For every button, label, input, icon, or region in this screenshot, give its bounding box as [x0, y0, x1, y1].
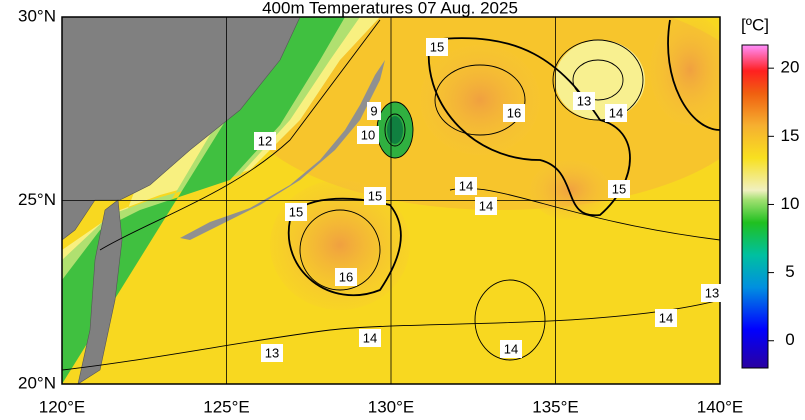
- contour-label: 14: [504, 341, 518, 356]
- contour-label-box: [357, 126, 379, 144]
- contour-label-box: [364, 187, 386, 205]
- contour-label-box: [426, 38, 448, 56]
- lon-tick-label: 130°E: [368, 397, 415, 416]
- contour-label: 12: [258, 133, 272, 148]
- contour-label-box: [335, 268, 357, 286]
- colorbar-tick-label: 15: [781, 126, 800, 145]
- contour-label-box: [573, 92, 595, 110]
- lat-tick-label: 30°N: [18, 6, 56, 25]
- lon-tick-label: 140°E: [697, 397, 744, 416]
- contour-label: 9: [370, 103, 377, 118]
- lon-tick-label: 125°E: [203, 397, 250, 416]
- contour-label: 14: [609, 105, 623, 120]
- grid: [62, 17, 720, 384]
- contour-label: 14: [459, 178, 473, 193]
- contour-label: 15: [430, 39, 444, 54]
- contour-label-box: [455, 177, 477, 195]
- contour-label: 16: [507, 105, 521, 120]
- contour-label: 13: [577, 93, 591, 108]
- contour-label: 15: [612, 181, 626, 196]
- contour-label-box: [475, 197, 497, 215]
- contour-label: 14: [363, 330, 377, 345]
- lon-tick-label: 135°E: [532, 397, 579, 416]
- contour-label-box: [503, 104, 525, 122]
- contour-label: 15: [368, 188, 382, 203]
- title: 400m Temperatures 07 Aug. 2025: [262, 0, 518, 17]
- contour-label-box: [261, 344, 283, 362]
- lat-tick-label: 20°N: [18, 373, 56, 392]
- colorbar-tick-label: 5: [785, 262, 794, 281]
- colorbar-tick-label: 10: [781, 194, 800, 213]
- contour-label-box: [254, 132, 276, 150]
- map-frame: [61, 16, 721, 385]
- contour-label-box: [285, 203, 307, 221]
- contour-label: 14: [659, 310, 673, 325]
- contour-label-box: [655, 309, 677, 327]
- colorbar-tick-label: 20: [781, 58, 800, 77]
- contour-label-box: [608, 180, 630, 198]
- contour-label: 13: [705, 285, 719, 300]
- lon-tick-label: 120°E: [39, 397, 86, 416]
- contour-label: 13: [265, 345, 279, 360]
- contour-label: 10: [361, 127, 375, 142]
- colorbar-unit: [ºC]: [741, 15, 769, 34]
- contour-labels: 15 9 10 12 16 13 14 15 14 14 15 15 16 13 14 14 13 14: [254, 38, 723, 362]
- contour-label-box: [500, 340, 522, 358]
- contour-label: 15: [289, 204, 303, 219]
- contour-label-box: [701, 284, 723, 302]
- contour-label: 14: [479, 198, 493, 213]
- contour-label: 16: [339, 269, 353, 284]
- colorbar-tick-label: 0: [785, 330, 794, 349]
- contour-label-box: [367, 102, 381, 120]
- contour-label-box: [359, 329, 381, 347]
- lat-tick-label: 25°N: [18, 190, 56, 209]
- colorbar: [741, 44, 769, 369]
- contour-label-box: [605, 104, 627, 122]
